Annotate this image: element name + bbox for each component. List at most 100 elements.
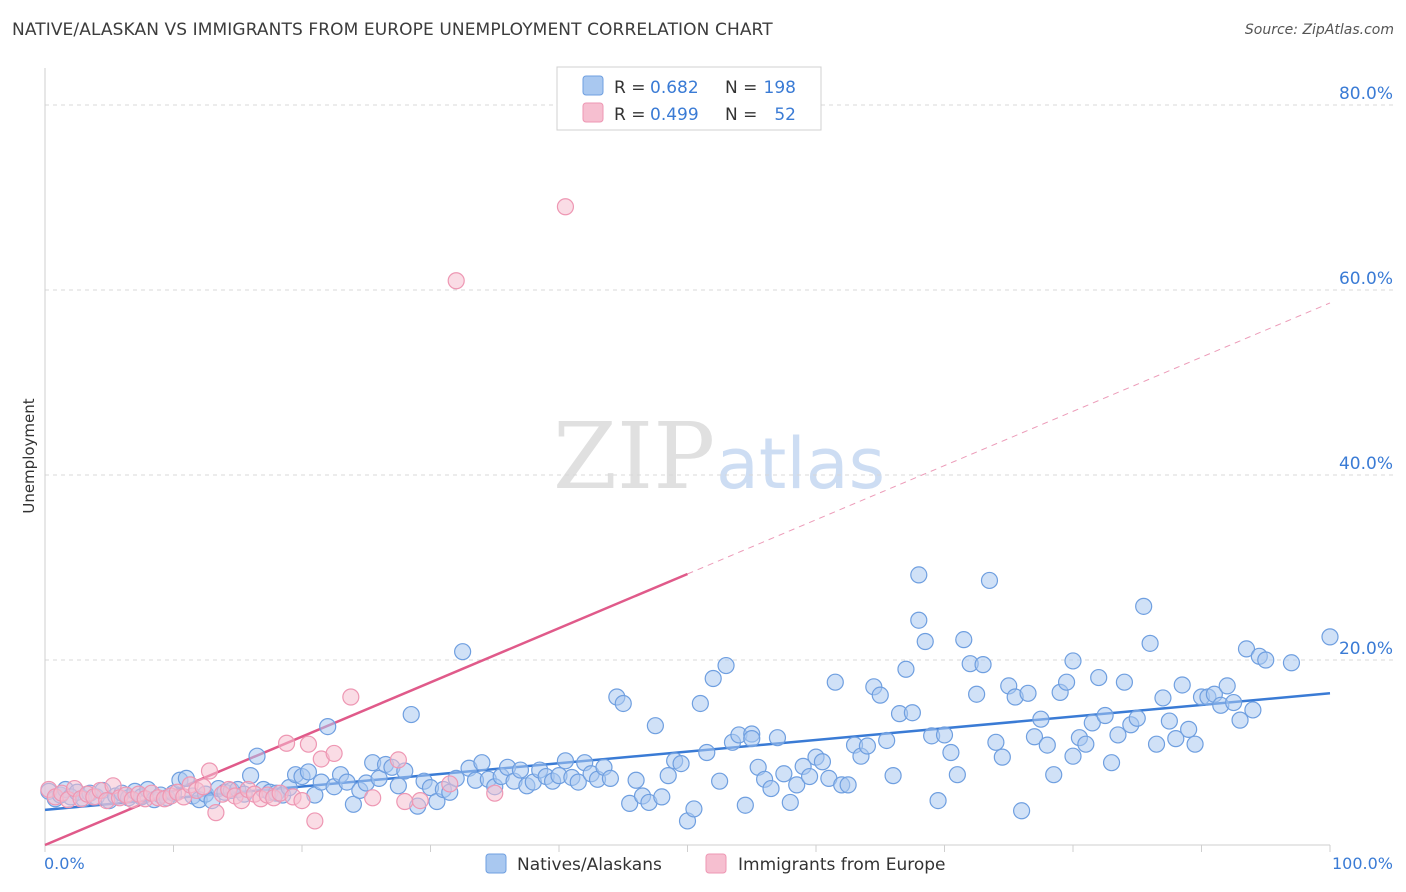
x-ticks [44, 845, 1331, 852]
data-point [736, 796, 754, 814]
data-point [743, 730, 761, 748]
legend-r-label-2: R = [614, 105, 645, 125]
data-point [1083, 714, 1101, 732]
data-point [672, 754, 690, 773]
data-point [646, 717, 664, 735]
data-point [1038, 736, 1056, 754]
data-point [454, 643, 472, 661]
y-tick-label: 20.0% [1339, 639, 1393, 659]
data-point [903, 704, 921, 722]
data-point [1321, 628, 1339, 646]
data-point [1128, 709, 1146, 727]
bottom-legend: Natives/Alaskans Immigrants from Europe [485, 853, 946, 875]
data-point [614, 694, 632, 713]
data-point [342, 688, 360, 706]
grid-lines [45, 104, 1393, 661]
data-point [306, 812, 324, 830]
data-point [878, 731, 896, 750]
data-point [910, 611, 928, 629]
data-point [980, 571, 999, 590]
data-point [929, 791, 947, 810]
data-point [698, 743, 716, 762]
data-point [248, 747, 266, 765]
legend-r-label-1: R = [614, 78, 645, 98]
data-point [717, 656, 735, 675]
data-point [1135, 597, 1153, 615]
y-tick-label: 40.0% [1339, 454, 1393, 474]
bottom-legend-label-natives: Natives/Alaskans [517, 855, 662, 875]
data-point [1147, 735, 1166, 753]
data-point [1102, 754, 1121, 772]
data-point [781, 793, 799, 812]
data-point [768, 729, 787, 747]
data-point [1096, 706, 1114, 725]
data-point [473, 754, 491, 772]
data-point [1244, 701, 1262, 719]
data-point [299, 763, 318, 781]
data-point [511, 761, 530, 779]
data-point [826, 673, 844, 691]
data-point [653, 788, 671, 806]
data-point [447, 272, 465, 290]
data-point [1012, 802, 1031, 820]
data-point [1237, 640, 1256, 658]
data-point [955, 631, 973, 649]
x-tick-label-max: 100.0% [1332, 854, 1393, 873]
data-point [627, 771, 645, 789]
data-point [711, 772, 729, 790]
data-point [659, 767, 677, 785]
legend-r-value-1: 0.682 [650, 78, 699, 98]
data-point [916, 632, 934, 651]
data-point [993, 748, 1011, 766]
data-point [389, 777, 407, 795]
data-point [1282, 654, 1301, 672]
data-point [319, 717, 337, 736]
data-point [364, 789, 382, 807]
data-point [621, 794, 639, 812]
data-point [897, 660, 915, 678]
data-point [871, 686, 889, 704]
data-point [800, 767, 819, 786]
data-point [242, 767, 260, 785]
data-point [411, 791, 429, 810]
y-tick-label: 80.0% [1339, 84, 1393, 104]
legend-box: R = 0.682 N = 198 R = 0.499 N = 52 [556, 66, 822, 131]
y-tick-labels: 20.0% 40.0% 60.0% 80.0% [1339, 84, 1393, 659]
data-point [1115, 673, 1134, 691]
data-point [704, 669, 722, 688]
data-point [370, 769, 388, 788]
data-point [1154, 689, 1172, 707]
data-point [1109, 726, 1127, 744]
data-point [987, 733, 1005, 751]
data-point [1167, 730, 1185, 748]
data-point [441, 775, 459, 793]
data-point [569, 773, 587, 791]
data-point [910, 566, 928, 584]
data-point [277, 734, 296, 752]
data-points [40, 198, 1339, 830]
data-point [325, 744, 343, 763]
legend-swatch-immigrants [582, 102, 604, 123]
data-point [1090, 668, 1108, 687]
data-point [1064, 747, 1082, 765]
data-point [556, 752, 575, 770]
data-point [1218, 677, 1236, 695]
source-label: Source: ZipAtlas.com [1244, 22, 1394, 38]
data-point [1057, 673, 1076, 691]
legend-swatch-natives [582, 75, 604, 96]
data-point [1257, 651, 1275, 669]
data-point [402, 705, 420, 724]
data-point [813, 753, 832, 771]
data-point [200, 762, 219, 780]
bottom-legend-swatch-immigrants [705, 853, 727, 874]
data-point [935, 726, 954, 744]
watermark-zip: ZIP [553, 403, 715, 510]
data-point [1019, 684, 1037, 702]
data-point [1077, 735, 1095, 753]
data-point [858, 737, 877, 755]
data-point [1173, 676, 1191, 694]
data-point [1225, 693, 1243, 712]
data-point [338, 773, 356, 791]
data-point [788, 776, 806, 794]
